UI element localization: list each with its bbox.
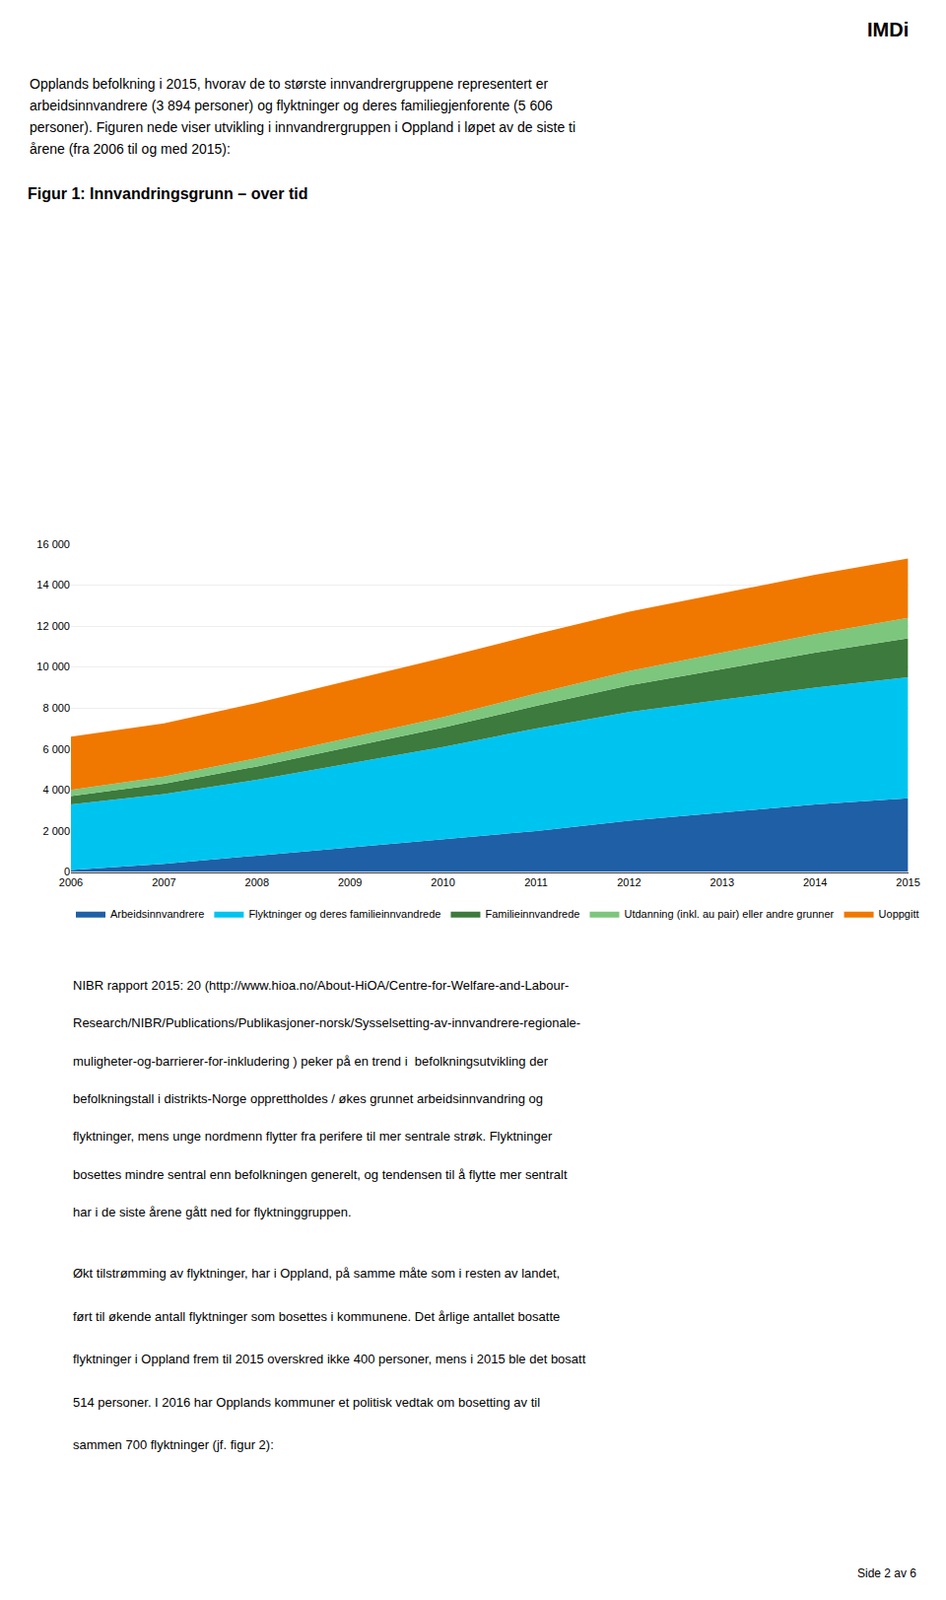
svg-text:Arbeidsinnvandrere: Arbeidsinnvandrere <box>110 907 204 920</box>
svg-text:muligheter-og-barrierer-for-in: muligheter-og-barrierer-for-inkludering … <box>72 1053 549 1069</box>
svg-text:2015: 2015 <box>895 876 920 888</box>
svg-text:Økt tilstrømming av flyktninge: Økt tilstrømming av flyktninger, har i O… <box>72 1265 560 1281</box>
svg-text:2008: 2008 <box>245 876 270 888</box>
svg-text:personer). Figuren nede viser: personer). Figuren nede viser utvikling … <box>29 119 576 136</box>
svg-text:Familieinnvandrede: Familieinnvandrede <box>484 907 580 920</box>
svg-text:2009: 2009 <box>337 876 362 888</box>
svg-text:har i de siste årene gått ned: har i de siste årene gått ned for flyktn… <box>72 1204 352 1219</box>
svg-text:Flyktninger og deres familiein: Flyktninger og deres familieinnvandrede <box>248 907 441 920</box>
svg-text:IMDi: IMDi <box>867 18 909 41</box>
svg-text:Utdanning (inkl. au pair) elle: Utdanning (inkl. au pair) eller andre gr… <box>623 907 834 920</box>
svg-text:12 000: 12 000 <box>36 619 70 632</box>
svg-text:2010: 2010 <box>430 876 455 888</box>
svg-text:2011: 2011 <box>524 876 548 888</box>
svg-text:Uoppgitt: Uoppgitt <box>878 907 920 920</box>
svg-text:2012: 2012 <box>616 876 641 888</box>
svg-text:Figur 1: Innvandringsgrunn – o: Figur 1: Innvandringsgrunn – over tid <box>27 185 308 203</box>
svg-text:bosettes mindre sentral enn be: bosettes mindre sentral enn befolkningen… <box>72 1166 568 1182</box>
svg-text:befolkningstall i distrikts-No: befolkningstall i distrikts-Norge oppret… <box>72 1090 543 1106</box>
svg-text:2007: 2007 <box>151 876 176 888</box>
svg-text:ført til økende antall flyktni: ført til økende antall flyktninger som b… <box>72 1308 560 1324</box>
svg-text:Opplands befolkning i 2015, hv: Opplands befolkning i 2015, hvorav de to… <box>29 75 548 92</box>
svg-text:NIBR rapport 2015: 20 (http://: NIBR rapport 2015: 20 (http://www.hioa.n… <box>72 977 569 993</box>
svg-text:flyktninger i Oppland frem til: flyktninger i Oppland frem til 2015 over… <box>72 1351 587 1366</box>
svg-text:flyktninger, mens unge nordmen: flyktninger, mens unge nordmenn flytter … <box>72 1128 553 1144</box>
svg-text:8 000: 8 000 <box>42 701 70 714</box>
svg-text:2013: 2013 <box>710 876 735 888</box>
svg-text:16 000: 16 000 <box>36 538 70 550</box>
svg-text:6 000: 6 000 <box>42 743 70 755</box>
svg-text:2014: 2014 <box>803 876 827 888</box>
svg-text:514 personer. I 2016 har Oppla: 514 personer. I 2016 har Opplands kommun… <box>72 1394 541 1410</box>
svg-text:2 000: 2 000 <box>42 824 70 837</box>
svg-text:Research/NIBR/Publications/Pub: Research/NIBR/Publications/Publikasjoner… <box>72 1014 581 1030</box>
svg-text:sammen 700 flyktninger (jf. fi: sammen 700 flyktninger (jf. figur 2): <box>72 1436 274 1452</box>
svg-text:årene (fra 2006 til og med 201: årene (fra 2006 til og med 2015): <box>29 140 231 157</box>
svg-text:arbeidsinnvandrere (3 894 pers: arbeidsinnvandrere (3 894 personer) og f… <box>29 97 553 114</box>
svg-text:10 000: 10 000 <box>36 660 70 673</box>
svg-text:2006: 2006 <box>59 876 83 888</box>
svg-text:4 000: 4 000 <box>42 783 70 796</box>
svg-text:0: 0 <box>64 865 70 878</box>
svg-text:Side 2 av 6: Side 2 av 6 <box>857 1565 917 1580</box>
svg-text:14 000: 14 000 <box>36 578 70 591</box>
